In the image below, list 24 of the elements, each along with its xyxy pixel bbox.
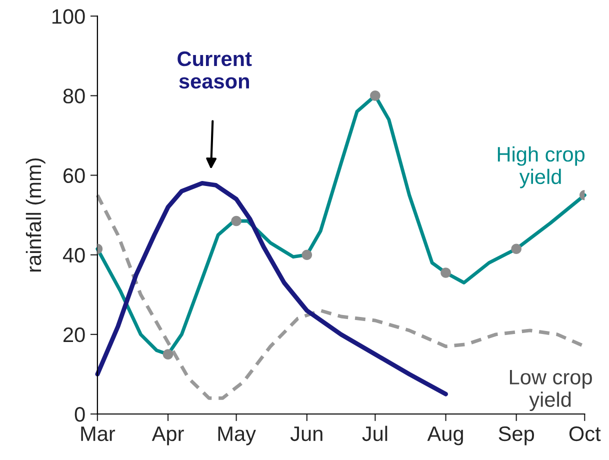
line-series	[95, 180, 448, 396]
point	[370, 90, 380, 101]
x-tick-label: Aug	[427, 426, 463, 446]
y-axis-title: rainfall (mm)	[26, 158, 46, 272]
x-tick-label: Apr	[152, 426, 184, 446]
x-tick-label: May	[218, 426, 256, 446]
x-tick-label: Oct	[569, 426, 601, 442]
y-tick-label: 80	[63, 88, 85, 104]
y-tick-label: 100	[52, 9, 85, 24]
x-tick-label: Jul	[362, 426, 388, 442]
y-tick-label: 0	[74, 407, 85, 422]
point	[440, 268, 451, 278]
y-tick-label: 40	[62, 248, 85, 263]
series-label: High crop yield	[498, 146, 584, 188]
text: Current season	[178, 51, 252, 89]
y-tick-label: 20	[64, 327, 85, 342]
x-tick-label: Mar	[81, 426, 116, 442]
y-tick-label: 60	[64, 168, 85, 184]
point	[302, 250, 312, 260]
point	[162, 349, 174, 360]
x-tick-label: Jun	[290, 426, 322, 442]
series-label: Low crop yield	[510, 370, 592, 412]
point	[231, 216, 242, 226]
x-tick-label: Sep	[498, 426, 534, 446]
